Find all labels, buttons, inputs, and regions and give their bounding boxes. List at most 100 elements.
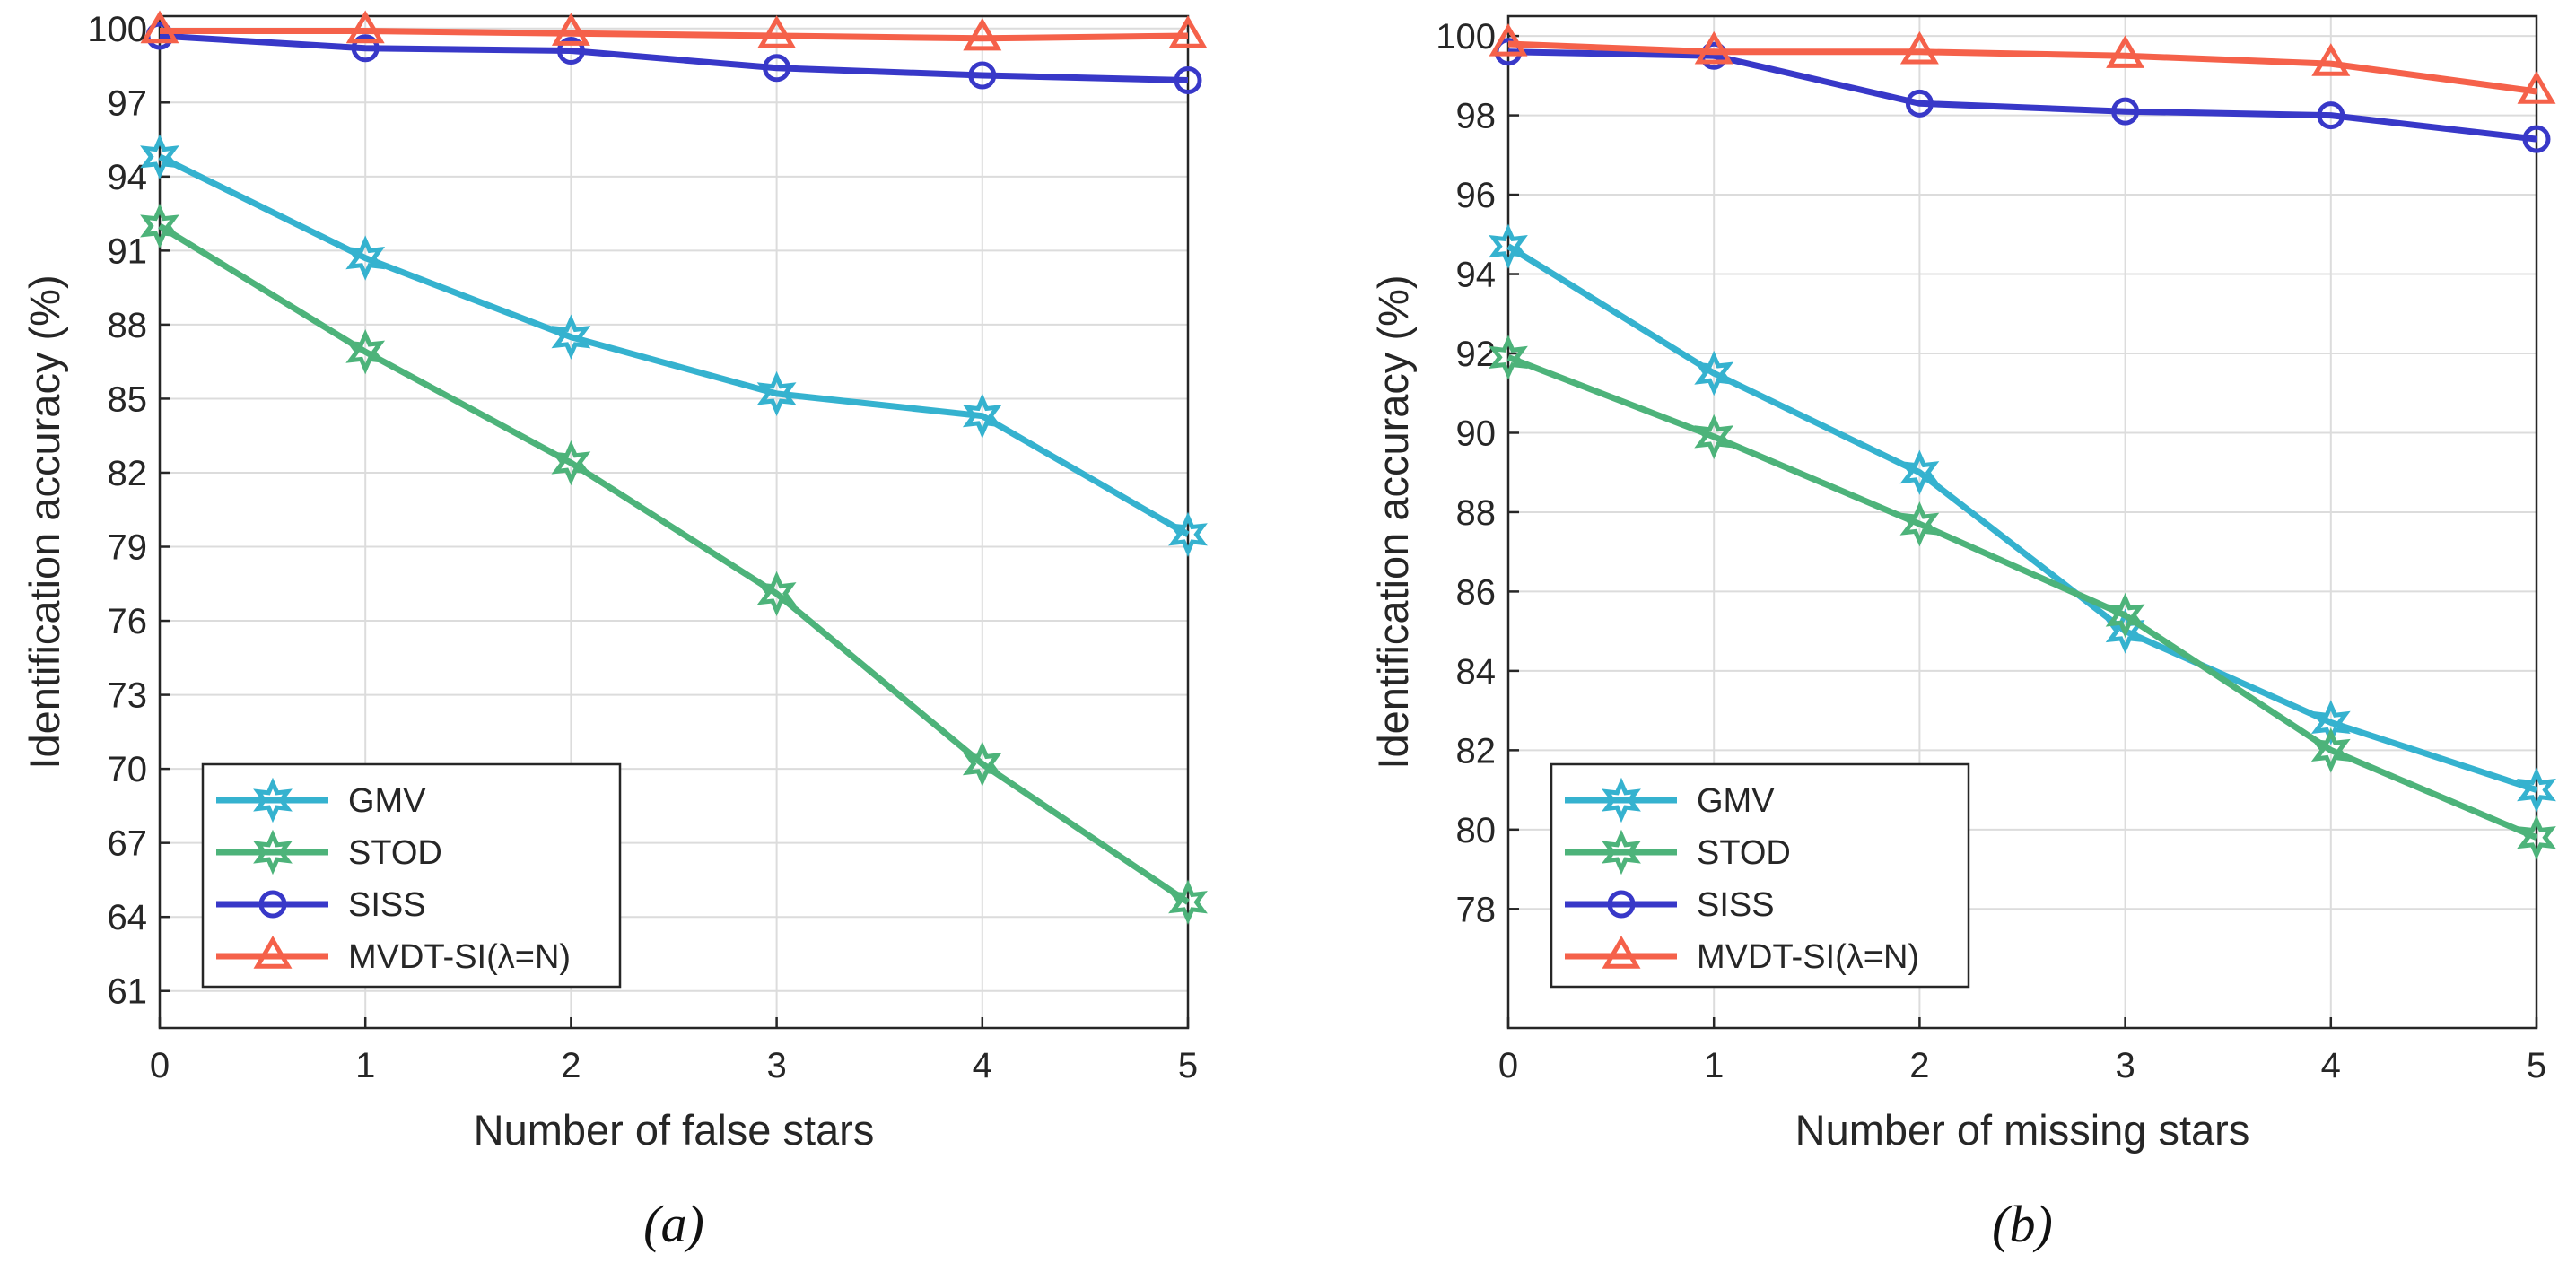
series-line-stod — [1506, 354, 2538, 841]
series-line-stod — [158, 222, 1190, 905]
y-tick-label: 79 — [108, 528, 148, 568]
legend-marker-mvdt — [253, 936, 293, 969]
series-gmv — [140, 134, 1208, 558]
panel-caption: (b) — [1992, 1195, 2053, 1253]
y-tick-label: 88 — [1456, 493, 1497, 533]
x-tick-label: 3 — [766, 1046, 786, 1085]
series-stod — [140, 203, 1208, 925]
data-point-siss — [2111, 97, 2140, 126]
y-tick-label: 82 — [1456, 731, 1497, 771]
data-point-gmv — [2310, 700, 2351, 745]
y-tick-label: 61 — [108, 972, 148, 1012]
x-tick-label: 4 — [973, 1046, 992, 1085]
series-line-siss — [159, 32, 1189, 83]
x-tick-label: 1 — [355, 1046, 375, 1085]
series-line-siss — [1507, 48, 2537, 143]
data-point-stod — [2310, 727, 2351, 773]
x-tick-label: 4 — [2321, 1046, 2341, 1085]
legend-marker-gmv — [253, 777, 293, 823]
x-axis-label: Number of missing stars — [1795, 1106, 2250, 1154]
y-tick-label: 85 — [108, 379, 148, 419]
x-tick-label: 2 — [561, 1046, 581, 1085]
data-point-mvdt — [1168, 15, 1208, 48]
y-tick-label: 76 — [108, 602, 148, 641]
y-tick-label: 88 — [108, 306, 148, 345]
data-point-gmv — [345, 235, 386, 281]
series-line-gmv — [158, 153, 1190, 537]
y-tick-label: 98 — [1456, 97, 1497, 136]
data-point-stod — [1489, 335, 1528, 380]
legend-label-gmv: GMV — [1697, 782, 1775, 820]
data-point-stod — [1899, 501, 1940, 547]
series-mvdt — [140, 10, 1208, 51]
data-point-gmv — [1899, 449, 1940, 495]
y-tick-label: 67 — [108, 824, 148, 864]
data-point-stod — [756, 571, 797, 617]
y-tick-label: 92 — [1456, 335, 1497, 374]
data-point-gmv — [1168, 511, 1208, 558]
legend-label-stod: STOD — [348, 834, 442, 872]
data-point-siss — [556, 37, 585, 65]
series-stod — [1489, 335, 2556, 860]
data-point-mvdt — [963, 17, 1002, 51]
data-point-siss — [1174, 66, 1202, 95]
legend-label-siss: SISS — [348, 886, 426, 924]
data-point-mvdt — [2106, 35, 2145, 68]
data-point-mvdt — [2517, 71, 2556, 104]
legend-label-mvdt: MVDT-SI(λ=N) — [348, 938, 571, 976]
y-tick-label: 96 — [1456, 176, 1497, 215]
data-point-gmv — [1489, 223, 1528, 269]
y-tick-label: 70 — [108, 750, 148, 789]
data-point-gmv — [962, 393, 1002, 439]
y-axis-label: Identification accuracy (%) — [21, 274, 68, 769]
data-point-mvdt — [1489, 23, 1528, 57]
y-tick-label: 84 — [1456, 652, 1497, 692]
y-tick-label: 82 — [108, 454, 148, 493]
y-tick-label: 94 — [108, 158, 148, 197]
y-tick-label: 94 — [1456, 256, 1497, 295]
panel-b: 0 1 2 3 4 5 78 80 82 84 86 88 90 92 94 96 98 100 Number of… — [1369, 14, 2556, 1253]
legend-marker-siss — [1607, 890, 1636, 919]
data-point-gmv — [140, 134, 179, 180]
y-tick-label: 73 — [108, 676, 148, 716]
data-point-gmv — [756, 370, 797, 417]
legend-label-siss: SISS — [1697, 886, 1775, 924]
legend-label-stod: STOD — [1697, 834, 1791, 872]
data-point-gmv — [1694, 350, 1734, 396]
y-tick-label: 100 — [87, 10, 147, 49]
data-point-stod — [140, 203, 179, 249]
data-point-siss — [2317, 101, 2345, 130]
legend-marker-stod — [1602, 829, 1641, 875]
series-line-mvdt — [160, 28, 1189, 42]
x-tick-label: 3 — [2115, 1046, 2135, 1085]
data-point-gmv — [551, 314, 591, 360]
ticks: 0 1 2 3 4 5 78 80 82 84 86 88 90 92 94 96 98 100 — [1436, 17, 2546, 1085]
x-tick-label: 5 — [2527, 1046, 2546, 1085]
series-gmv — [1489, 223, 2556, 813]
series-siss — [145, 22, 1202, 95]
x-tick-label: 5 — [1178, 1046, 1198, 1085]
x-tick-label: 2 — [1909, 1046, 1929, 1085]
y-tick-label: 64 — [108, 898, 148, 937]
panel-a: 0 1 2 3 4 5 61 64 67 70 73 76 79 82 85 88 91 94 97 100 Numbe… — [21, 10, 1208, 1253]
data-point-mvdt — [551, 13, 590, 46]
y-axis-label: Identification accuracy (%) — [1369, 274, 1417, 769]
data-point-mvdt — [345, 10, 385, 44]
data-point-siss — [763, 54, 791, 83]
data-point-siss — [351, 34, 380, 63]
y-tick-label: 80 — [1456, 811, 1497, 850]
plot-frame — [1506, 14, 2538, 1030]
data-point-siss — [968, 61, 997, 90]
data-point-stod — [1168, 879, 1208, 925]
legend-label-gmv: GMV — [348, 782, 426, 820]
data-point-stod — [2517, 814, 2556, 860]
data-point-mvdt — [1694, 30, 1733, 65]
legend: GMV STOD SISS MVDT-SI(λ=N) — [1550, 762, 1970, 989]
data-point-siss — [1905, 89, 1934, 118]
legend-marker-gmv — [1602, 777, 1641, 823]
legend-marker-mvdt — [1602, 936, 1641, 969]
data-point-mvdt — [1899, 30, 1939, 65]
x-tick-label: 1 — [1704, 1046, 1724, 1085]
data-point-stod — [1694, 414, 1734, 460]
